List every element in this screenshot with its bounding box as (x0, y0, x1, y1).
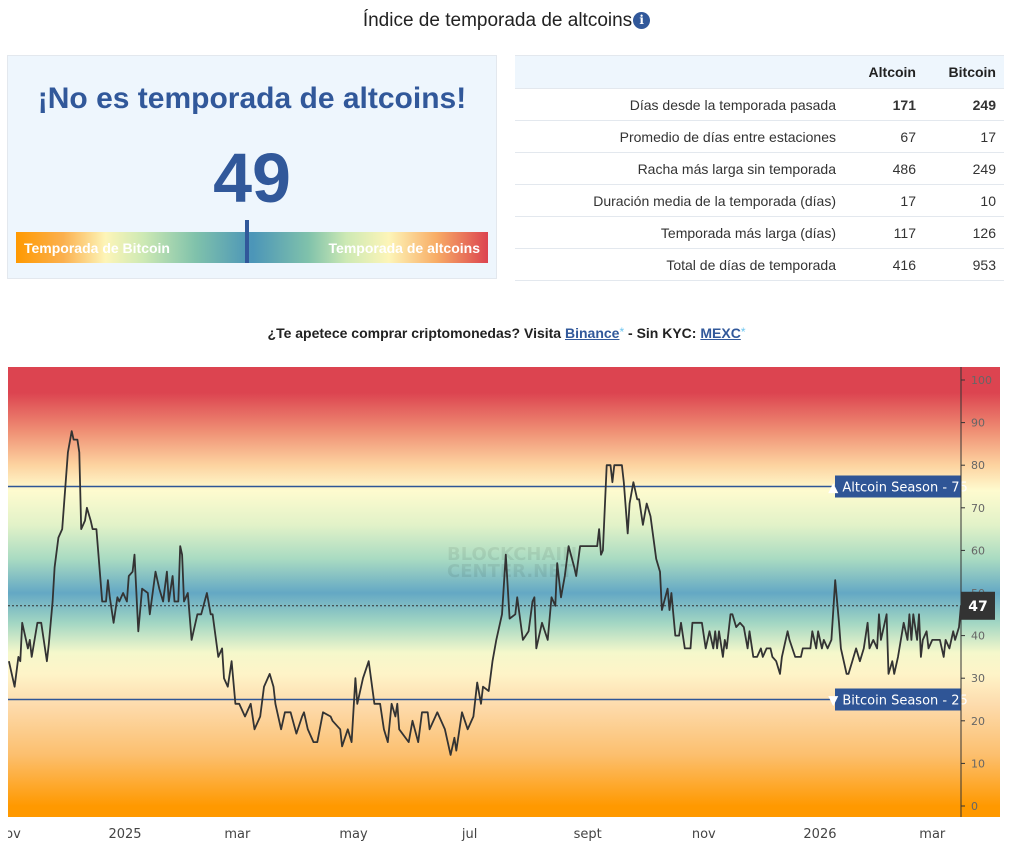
promo-text: ¿Te apetece comprar criptomonedas? Visit… (267, 325, 565, 341)
y-tick-label: 40 (971, 630, 985, 643)
mexc-link[interactable]: MEXC (700, 325, 741, 341)
bitcoin-value: 953 (924, 248, 1004, 281)
y-tick-label: 80 (971, 459, 985, 472)
threshold-label: ▲ Altcoin Season - 75 (828, 481, 968, 496)
threshold-label-box (835, 688, 961, 711)
bitcoin-value: 10 (924, 184, 1004, 217)
status-panel: ¡No es temporada de altcoins! 49 Tempora… (7, 55, 497, 279)
table-row: Días desde la temporada pasada 171 249 (515, 88, 1004, 121)
altcoin-value: 416 (844, 248, 924, 281)
y-tick-label: 30 (971, 672, 985, 685)
altcoin-value: 171 (844, 88, 924, 121)
page-title-text: Índice de temporada de altcoins (362, 10, 633, 31)
promo-line: ¿Te apetece comprar criptomonedas? Visit… (0, 325, 1013, 341)
altcoin-value: 117 (844, 216, 924, 249)
season-gauge: Temporada de Bitcoin Temporada de altcoi… (16, 232, 488, 263)
season-headline: ¡No es temporada de altcoins! (37, 82, 467, 115)
table-row: Duración media de la temporada (días) 17 1… (515, 184, 1004, 217)
altcoin-value: 486 (844, 152, 924, 185)
row-label: Promedio de días entre estaciones (515, 120, 844, 153)
watermark-text: CENTER.NET (447, 561, 574, 582)
x-tick-label: may (339, 827, 368, 842)
x-tick-label: mar (919, 827, 946, 842)
current-value-label: 47 (968, 599, 987, 615)
x-axis-labels: nov 2025 mar may jul sept nov 2026 mar (0, 827, 946, 842)
altcoin-index-line (8, 430, 962, 756)
binance-asterisk: * (619, 325, 625, 339)
gauge-marker (245, 220, 250, 263)
column-header-altcoin: Altcoin (844, 55, 924, 89)
table-header-row: Altcoin Bitcoin (515, 55, 1004, 89)
info-icon[interactable]: i (633, 12, 651, 29)
threshold-label: ▼ Bitcoin Season - 25 (828, 694, 968, 709)
x-tick-label: nov (692, 827, 716, 842)
x-tick-label: sept (574, 827, 602, 842)
row-label: Temporada más larga (días) (515, 216, 844, 249)
row-label: Racha más larga sin temporada (515, 152, 844, 185)
season-stats-table: Altcoin Bitcoin Días desde la temporada … (515, 55, 1004, 281)
threshold-label-box (835, 475, 961, 498)
y-tick-label: 20 (971, 715, 985, 728)
bitcoin-value: 249 (924, 152, 1004, 185)
promo-separator: - Sin KYC: (624, 325, 701, 341)
current-value-box (961, 591, 995, 620)
table-row: Temporada más larga (días) 117 126 (515, 216, 1004, 249)
x-tick-label: 2026 (803, 827, 836, 842)
table-row: Promedio de días entre estaciones 67 17 (515, 120, 1004, 153)
x-tick-label: 2025 (108, 827, 141, 842)
binance-link[interactable]: Binance (564, 325, 620, 341)
column-header-label (515, 55, 844, 89)
y-tick-label: 90 (971, 417, 985, 430)
row-label: Días desde la temporada pasada (515, 88, 844, 121)
altcoin-value: 17 (844, 184, 924, 217)
row-label: Total de días de temporada (515, 248, 844, 281)
y-tick-label: 0 (971, 800, 978, 813)
y-tick-label: 60 (971, 544, 985, 557)
x-tick-label: jul (461, 827, 477, 842)
table-row: Total de días de temporada 416 953 (515, 248, 1004, 281)
column-header-bitcoin: Bitcoin (924, 55, 1004, 89)
gauge-bitcoin-label: Temporada de Bitcoin (24, 240, 170, 256)
watermark-text: BLOCKCHAIN (447, 544, 577, 565)
gauge-altcoin-label: Temporada de altcoins (328, 240, 480, 256)
bitcoin-value: 126 (924, 216, 1004, 249)
x-tick-label: mar (224, 827, 251, 842)
y-tick-label: 100 (971, 374, 992, 387)
bitcoin-value: 249 (924, 88, 1004, 121)
y-tick-label: 70 (971, 502, 985, 515)
page-title: Índice de temporada de altcoins i (0, 10, 1013, 32)
x-tick-label: nov (0, 827, 21, 842)
altcoin-value: 67 (844, 120, 924, 153)
mexc-asterisk: * (740, 325, 746, 339)
bitcoin-value: 17 (924, 120, 1004, 153)
y-tick-label: 10 (971, 757, 985, 770)
index-value: 49 (213, 139, 291, 217)
table-row: Racha más larga sin temporada 486 249 (515, 152, 1004, 185)
row-label: Duración media de la temporada (días) (515, 184, 844, 217)
